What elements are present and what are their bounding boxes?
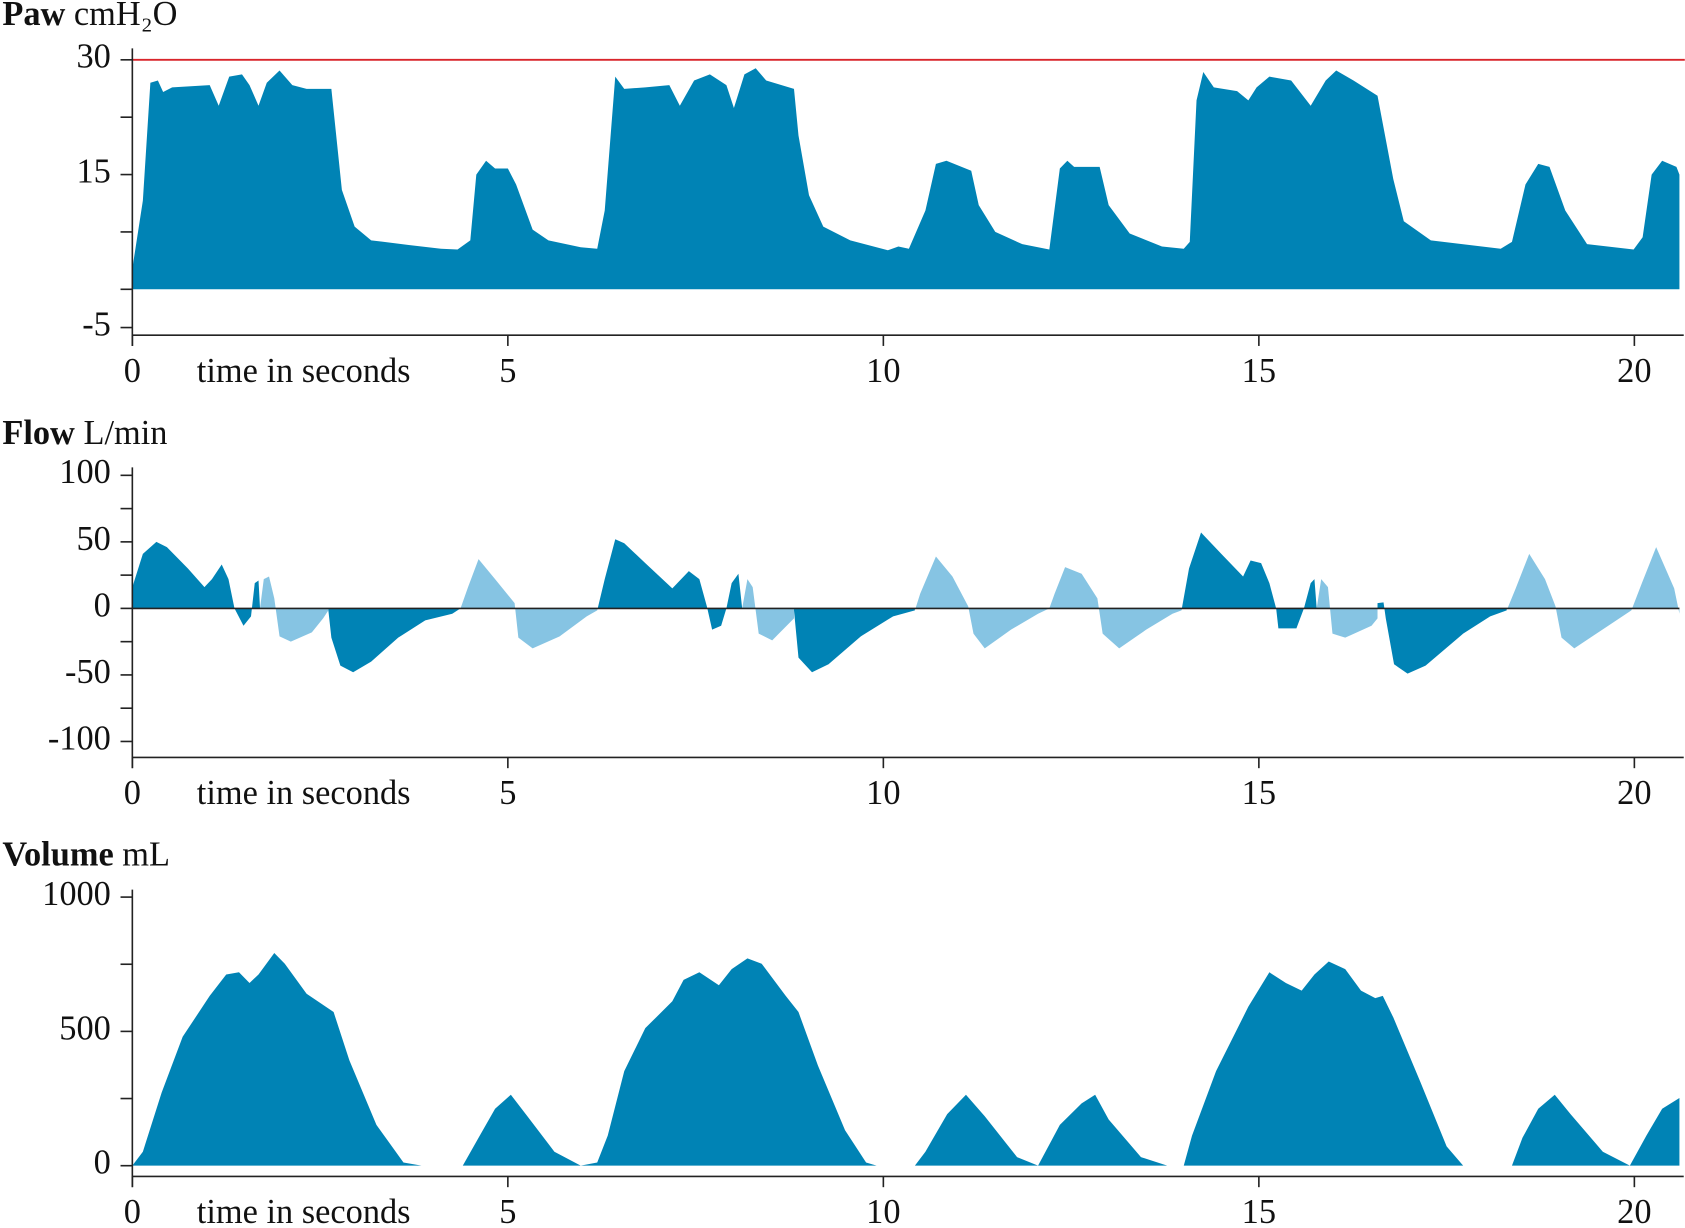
x-tick-label: 15 — [1242, 352, 1276, 390]
x-tick-label: 10 — [866, 352, 900, 390]
area — [132, 541, 261, 626]
x-tick-label: 20 — [1617, 352, 1651, 390]
panel-title: Flow L/min — [2, 414, 167, 452]
y-tick-label: -50 — [65, 653, 111, 691]
title-unit: cmH₂O — [74, 0, 178, 33]
x-tick-label: 5 — [499, 774, 516, 812]
x-axis-label: time in seconds — [197, 774, 411, 812]
y-tick-label: 15 — [76, 152, 110, 190]
title-unit: mL — [122, 835, 170, 873]
y-tick-label: 100 — [59, 453, 111, 491]
x-tick-label: 0 — [124, 774, 141, 812]
x-tick-label: 5 — [499, 1193, 516, 1228]
y-tick-label: 30 — [76, 38, 110, 76]
x-axis-label: time in seconds — [197, 352, 411, 390]
area — [1506, 547, 1680, 649]
area — [597, 539, 743, 630]
area — [793, 608, 915, 673]
title-unit: L/min — [83, 414, 167, 452]
y-tick-label: -5 — [82, 305, 111, 343]
area — [328, 608, 461, 673]
x-tick-label: 15 — [1242, 1193, 1276, 1228]
area — [1316, 579, 1378, 638]
y-tick-label: 1000 — [42, 875, 111, 913]
x-tick-label: 20 — [1617, 1193, 1651, 1228]
area — [742, 579, 794, 641]
x-tick-label: 10 — [866, 774, 900, 812]
x-tick-label: 5 — [499, 352, 516, 390]
area — [460, 559, 598, 649]
y-tick-label: 50 — [76, 520, 110, 558]
title-name: Flow — [2, 414, 75, 452]
title-name: Paw — [2, 0, 65, 33]
area — [1049, 567, 1182, 649]
x-tick-label: 0 — [124, 1193, 141, 1228]
y-tick-label: 500 — [59, 1009, 111, 1047]
area — [1181, 532, 1317, 629]
y-tick-label: 0 — [94, 1144, 111, 1182]
area — [1377, 602, 1507, 674]
title-name: Volume — [2, 835, 113, 873]
x-tick-label: 20 — [1617, 774, 1651, 812]
panel-title: Volume mL — [2, 835, 170, 873]
y-tick-label: -100 — [48, 719, 111, 757]
panel-title: Paw cmH₂O — [2, 0, 177, 33]
y-tick-label: 0 — [94, 586, 111, 624]
area — [132, 952, 1680, 1166]
area — [132, 68, 1680, 290]
x-tick-label: 15 — [1242, 774, 1276, 812]
x-tick-label: 10 — [866, 1193, 900, 1228]
x-tick-label: 0 — [124, 352, 141, 390]
area — [914, 556, 1050, 649]
x-axis-label: time in seconds — [197, 1193, 411, 1228]
